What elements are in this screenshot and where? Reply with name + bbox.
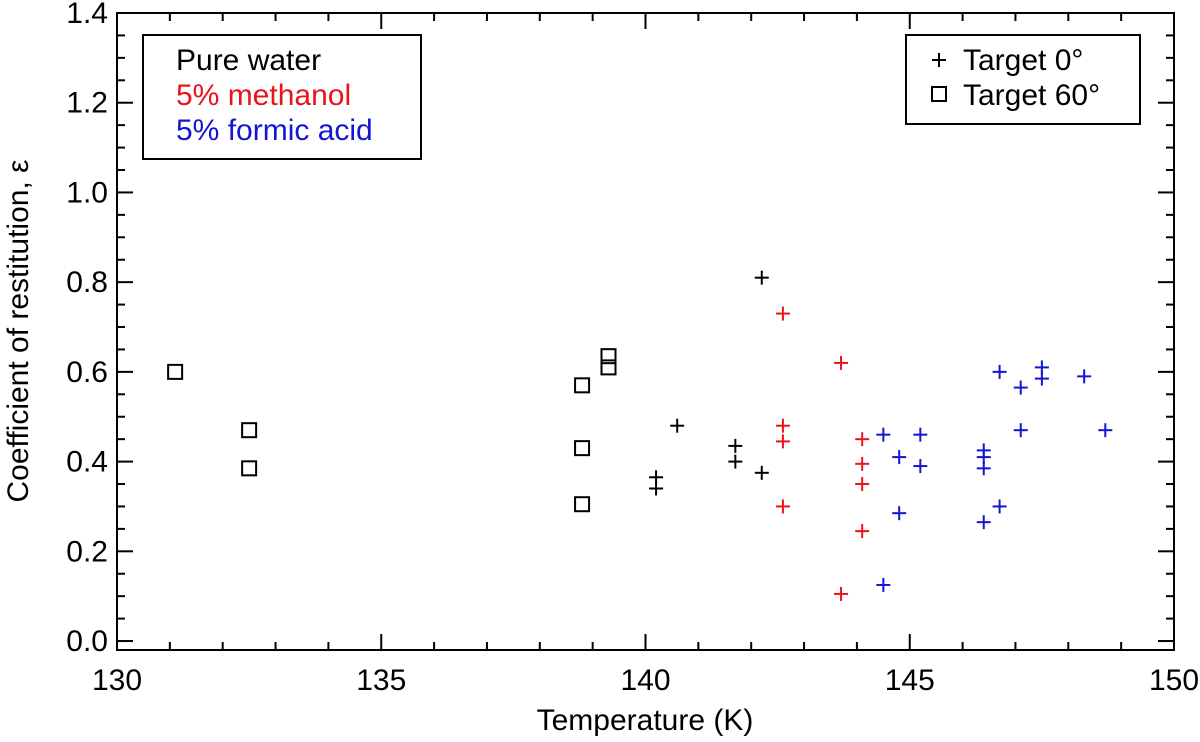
data-point-plus — [913, 427, 928, 442]
data-point-plus — [1034, 371, 1049, 386]
data-points — [167, 270, 1113, 601]
x-axis-title: Temperature (K) — [537, 704, 754, 737]
data-point-plus — [976, 461, 991, 476]
marker-legend: Target 0° Target 60° — [905, 34, 1141, 125]
data-point-square — [600, 348, 617, 365]
x-tick-label: 150 — [1149, 664, 1199, 697]
data-point-plus — [855, 456, 870, 471]
data-point-plus — [855, 432, 870, 447]
data-point-plus — [754, 465, 769, 480]
data-point-plus — [892, 506, 907, 521]
data-point-plus — [834, 355, 849, 370]
x-tick-label: 145 — [885, 664, 935, 697]
legend-methanol: 5% methanol — [176, 79, 351, 112]
data-point-plus — [775, 306, 790, 321]
data-point-plus — [1077, 369, 1092, 384]
ticks: 130 135 140 145 150 0.0 0.2 0.4 0.6 0.8 1.0 1.2 1.4 — [66, 0, 1199, 697]
data-point-plus — [775, 418, 790, 433]
data-point-plus — [992, 499, 1007, 514]
data-point-square — [241, 422, 258, 439]
y-axis-title: Coefficient of restitution, ε — [2, 160, 35, 503]
data-point-plus — [992, 364, 1007, 379]
y-tick-label: 0.0 — [66, 625, 108, 658]
data-point-square — [167, 363, 184, 380]
data-point-plus — [855, 524, 870, 539]
y-tick-label: 1.2 — [66, 87, 108, 120]
data-point-square — [574, 377, 591, 394]
y-tick-label: 0.6 — [66, 356, 108, 389]
color-legend: Pure water 5% methanol 5% formic acid — [142, 34, 422, 160]
data-point-plus — [1013, 380, 1028, 395]
x-tick-label: 135 — [356, 664, 406, 697]
legend-formic-acid: 5% formic acid — [176, 114, 373, 147]
y-tick-label: 1.4 — [66, 0, 108, 30]
y-tick-label: 0.2 — [66, 535, 108, 568]
data-point-plus — [855, 477, 870, 492]
legend-target-60: Target 60° — [963, 79, 1100, 112]
x-tick-label: 130 — [92, 664, 142, 697]
legend-target-0: Target 0° — [963, 44, 1083, 77]
data-point-square — [600, 359, 617, 376]
data-point-plus — [728, 454, 743, 469]
data-point-plus — [892, 450, 907, 465]
data-point-square — [574, 440, 591, 457]
marker-legend-box — [905, 34, 1141, 125]
data-point-square — [241, 460, 258, 477]
data-point-plus — [728, 438, 743, 453]
data-point-plus — [876, 427, 891, 442]
y-tick-label: 1.0 — [66, 176, 108, 209]
data-point-plus — [1013, 423, 1028, 438]
data-point-plus — [649, 481, 664, 496]
data-point-plus — [754, 270, 769, 285]
y-tick-label: 0.8 — [66, 266, 108, 299]
y-tick-label: 0.4 — [66, 446, 108, 479]
data-point-plus — [775, 499, 790, 514]
x-tick-label: 140 — [620, 664, 670, 697]
data-point-plus — [775, 434, 790, 449]
data-point-plus — [1098, 423, 1113, 438]
data-point-plus — [976, 515, 991, 530]
data-point-plus — [913, 459, 928, 474]
legend-pure-water: Pure water — [176, 44, 321, 77]
legend-square-marker-icon — [931, 86, 947, 102]
data-point-plus — [834, 586, 849, 601]
data-point-plus — [876, 577, 891, 592]
legend-plus-marker-icon — [932, 53, 946, 67]
data-point-plus — [670, 418, 685, 433]
data-point-square — [574, 496, 591, 513]
color-legend-box — [142, 34, 422, 160]
